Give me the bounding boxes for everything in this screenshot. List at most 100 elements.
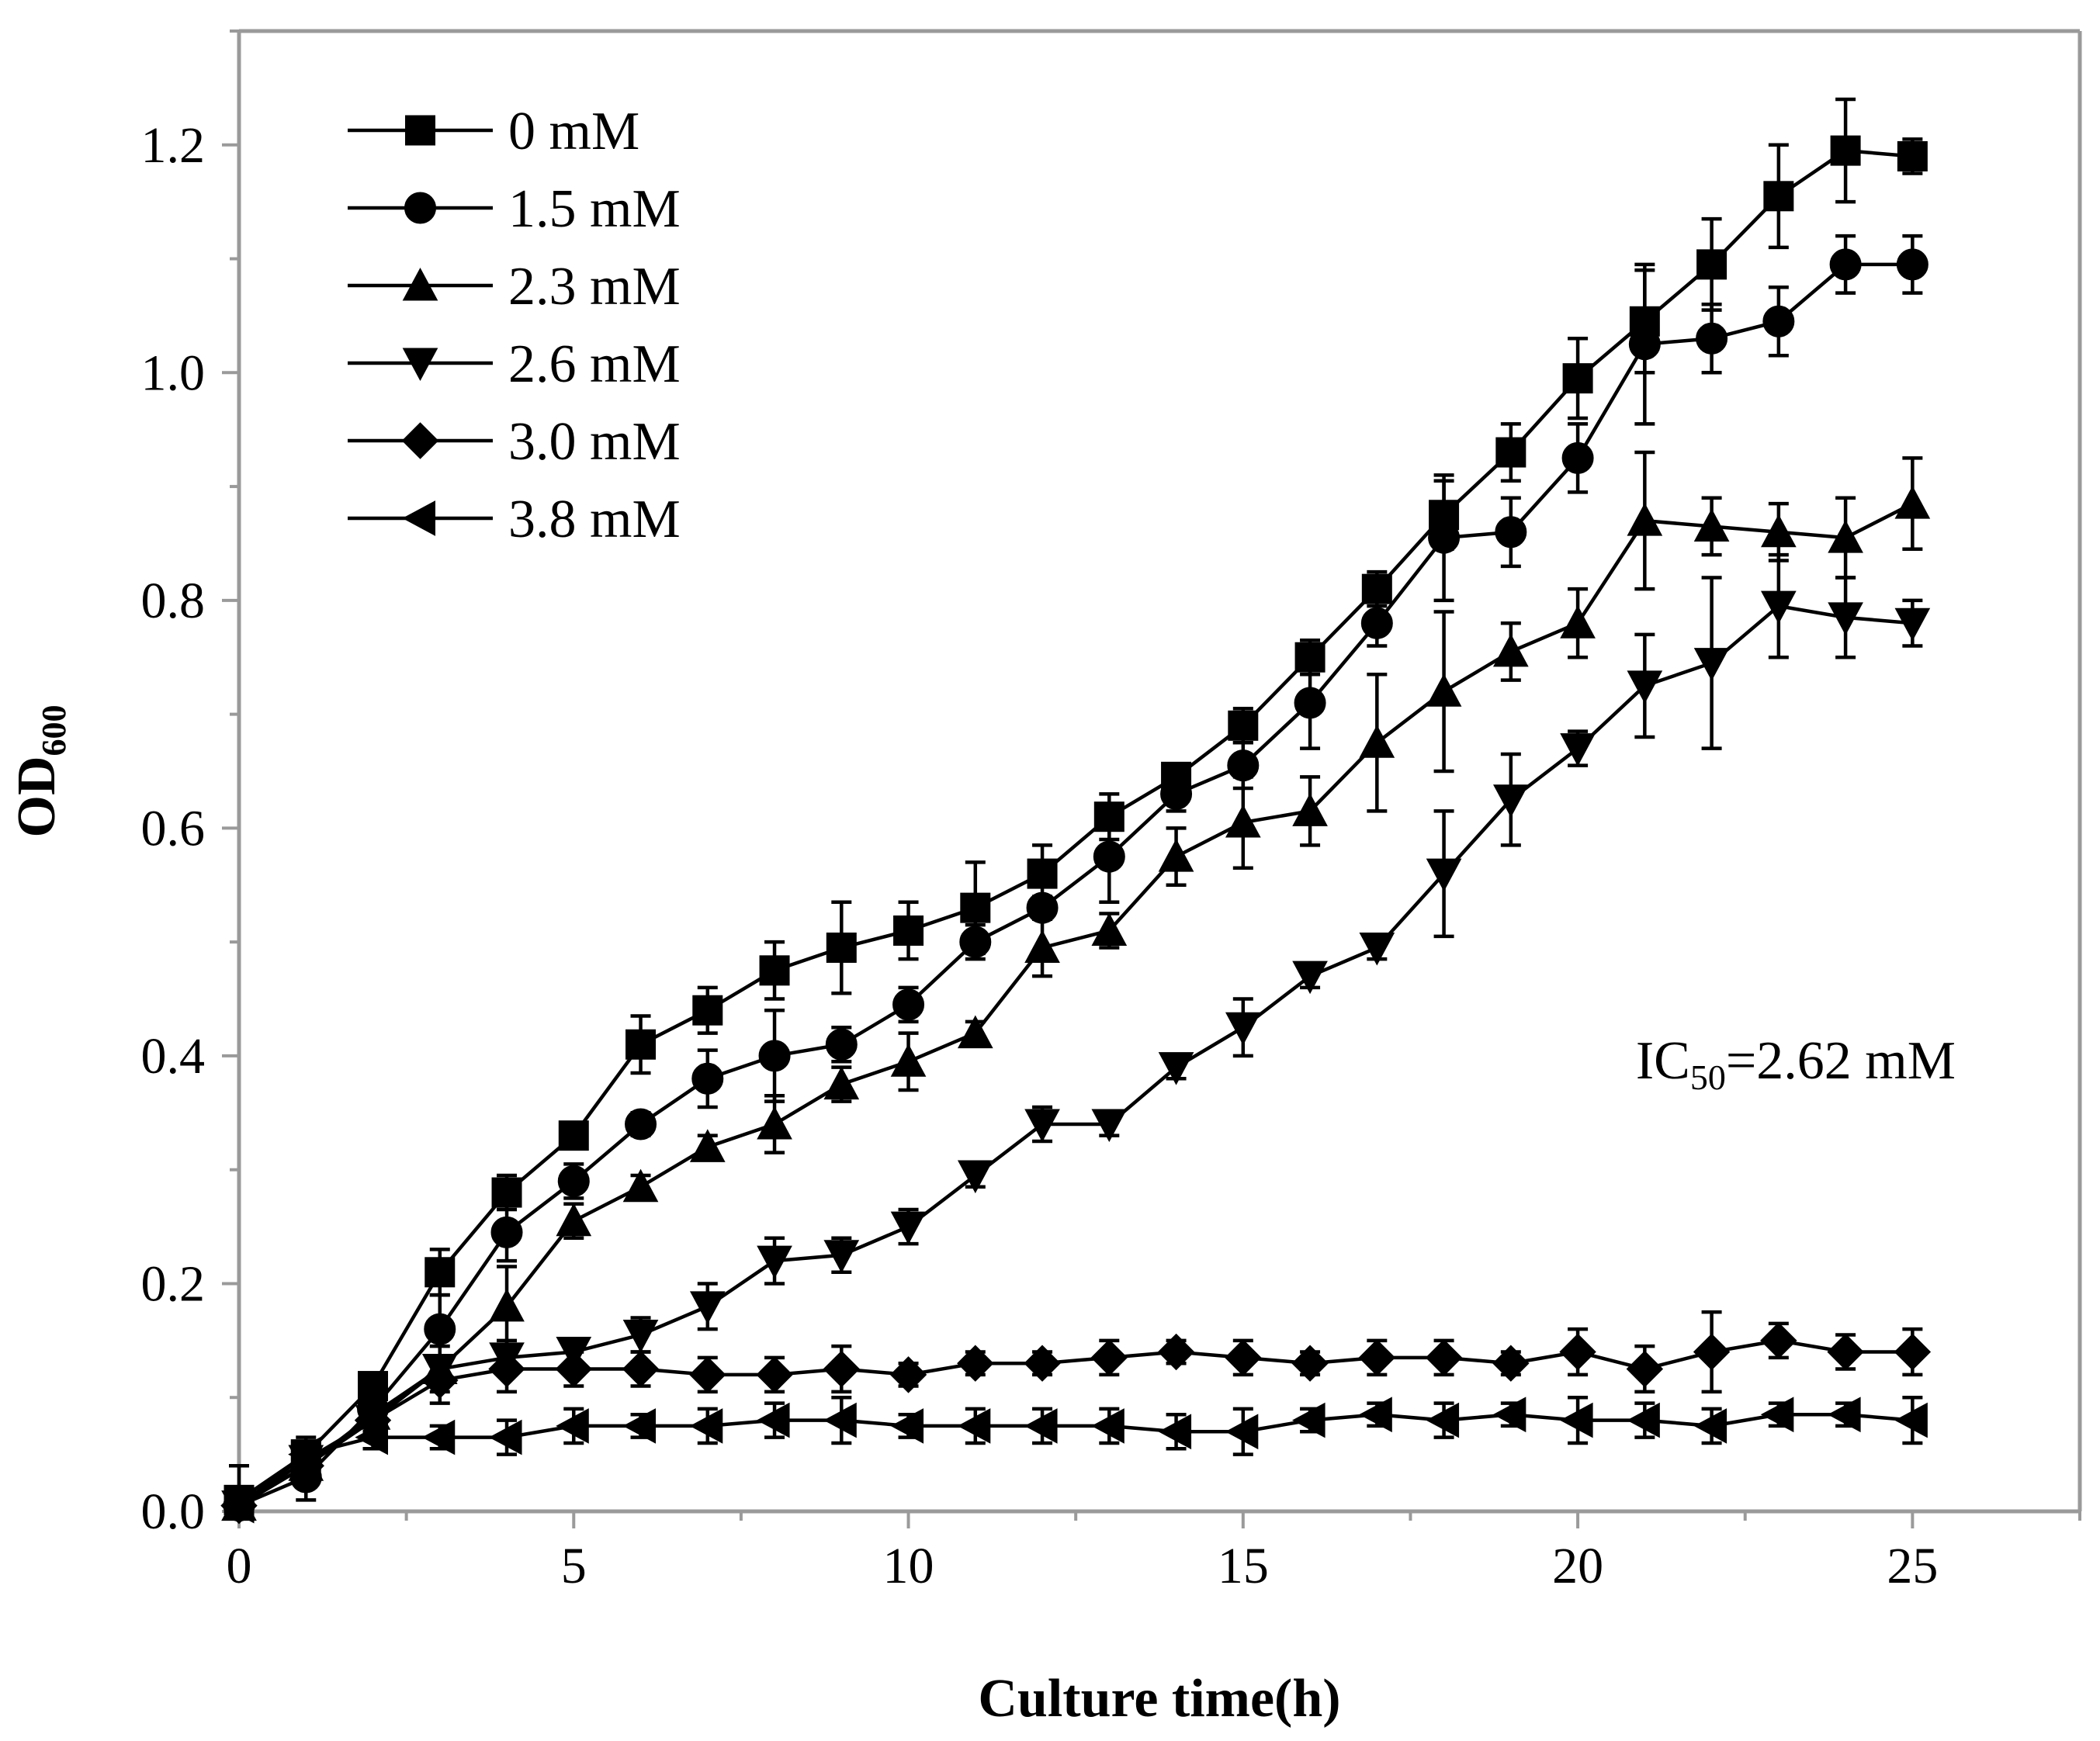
legend-item: 2.6 mM [348,334,681,394]
data-point [622,1408,657,1444]
data-point [1426,858,1462,892]
data-point [1829,248,1862,281]
legend-marker [404,192,436,224]
data-point [288,1436,321,1473]
data-point [1428,521,1461,554]
data-point [557,1165,590,1197]
data-point [556,1408,589,1444]
series-3_8-mM [220,1395,1928,1524]
data-point [1693,648,1730,681]
data-point [1763,181,1794,212]
x-tick-label: 15 [1218,1538,1269,1594]
data-point [892,988,925,1021]
data-point [1225,1414,1259,1450]
data-point [957,1160,993,1194]
data-point [1495,437,1526,468]
data-point [355,1419,389,1455]
data-point [689,1129,726,1162]
data-point [1827,1333,1864,1371]
data-point [1627,1402,1660,1438]
data-point [622,1320,659,1353]
data-point [1559,1333,1596,1371]
legend-label: 2.3 mM [508,257,681,317]
data-point [1090,1339,1128,1376]
data-point [1292,960,1328,995]
data-point [823,1240,860,1273]
data-point [1225,1012,1261,1046]
y-tick-label: 0.8 [141,573,206,629]
data-point [1360,607,1393,639]
x-axis-ticks: 0 5 10 15 20 25 [227,1511,2081,1594]
data-point [490,1216,523,1248]
data-point [1828,1397,1861,1433]
data-point [890,1408,924,1444]
data-point [1358,1339,1396,1376]
series-line [237,502,1914,1507]
data-point [1426,1402,1460,1438]
data-point [1024,1408,1058,1444]
data-point [1896,248,1928,281]
legend-marker [402,267,438,301]
y-axis-title-main: OD [7,756,67,838]
data-point [1628,328,1661,361]
data-point [622,1168,659,1203]
y-axis-title: OD600 [7,705,73,838]
legend-marker [401,422,439,459]
data-point [1492,1397,1526,1433]
data-point [689,1291,726,1324]
data-point [1228,710,1259,741]
data-point [1627,503,1663,536]
data-point [1894,607,1931,642]
legend-label: 0 mM [508,102,639,161]
data-point [957,1408,991,1444]
data-point [556,1203,592,1237]
legend-label: 2.6 mM [508,334,681,394]
legend-marker [402,500,435,536]
data-point [489,1288,525,1322]
data-point [1761,590,1797,625]
series-2_3-mM [221,450,1931,1521]
data-point [893,915,924,946]
data-point [1627,670,1663,704]
data-point [1761,514,1797,548]
data-point [1426,673,1462,707]
data-point [1291,1345,1329,1382]
data-point [1024,1345,1061,1382]
data-point [1560,1402,1593,1438]
x-tick-label: 10 [883,1538,934,1594]
legend-item: 3.8 mM [348,490,681,549]
y-tick-label: 0.0 [141,1483,206,1540]
legend-label: 1.5 mM [508,179,681,239]
data-point [1560,605,1596,639]
data-point [1828,520,1863,553]
y-tick-label: 0.2 [141,1255,206,1312]
data-point [558,1120,589,1151]
data-point [1693,1333,1731,1371]
legend-marker [405,115,435,146]
legend-label: 3.8 mM [508,490,681,549]
data-point [1292,793,1328,826]
data-point [220,1487,255,1524]
data-point [1562,363,1593,394]
data-point [689,1408,723,1444]
x-tick-label: 5 [561,1538,587,1594]
legend-item: 1.5 mM [348,179,681,239]
data-point [1561,441,1594,474]
data-point [424,1313,456,1345]
series-1_5-mM [223,234,1928,1522]
legend-marker [402,348,438,382]
data-point [1160,777,1193,810]
data-point [890,1211,927,1245]
legend-item: 0 mM [348,102,639,161]
data-point [890,1044,927,1077]
data-point [1292,1402,1325,1438]
data-point [759,955,790,986]
series-line [237,148,1913,1502]
data-point [1157,1333,1195,1371]
data-point [625,1029,657,1060]
data-point [826,932,857,963]
data-point [1696,249,1727,280]
data-point [1225,1339,1262,1376]
data-point [691,1062,724,1095]
series-2_6-mM [221,552,1931,1524]
